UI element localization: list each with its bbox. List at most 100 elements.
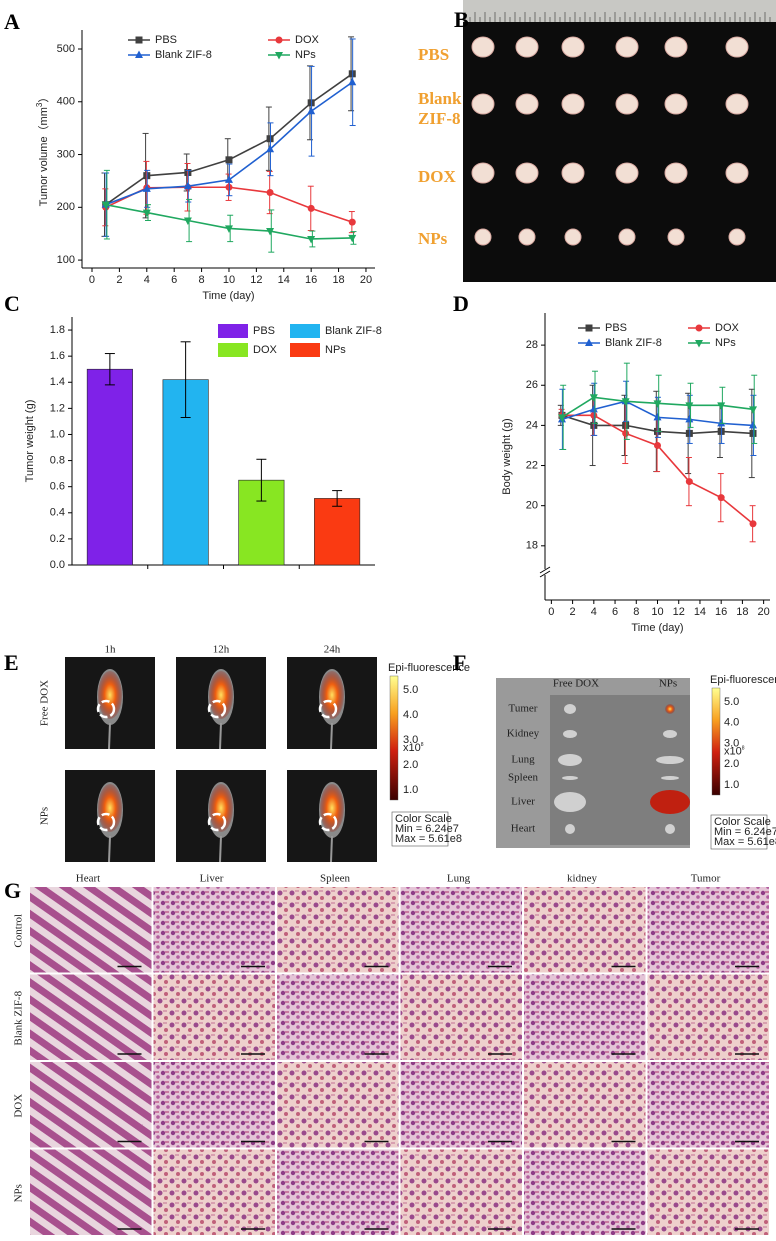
x-tick-label: 2 — [116, 274, 122, 286]
marker — [348, 218, 356, 226]
colorbar — [389, 675, 399, 801]
organ — [562, 776, 578, 780]
colorbar-tick: 5.0 — [403, 684, 418, 696]
x-axis-label: Time (day) — [202, 290, 254, 302]
tumor — [615, 36, 639, 58]
row-label: Blank — [418, 89, 462, 108]
marker — [717, 494, 725, 502]
x-tick-label: 4 — [144, 274, 150, 286]
histology-tile — [400, 974, 522, 1060]
legend-marker — [275, 52, 283, 60]
row-label: DOX — [13, 1094, 25, 1118]
x-tick-label: 20 — [360, 274, 372, 286]
legend-marker — [135, 36, 143, 44]
panel-letter: G — [4, 878, 21, 903]
legend-marker — [275, 36, 283, 44]
legend-swatch — [290, 324, 320, 338]
y-tick-label: 18 — [526, 540, 538, 552]
organ — [554, 792, 586, 812]
marker — [266, 144, 275, 153]
fluorescence — [209, 784, 233, 832]
marker — [621, 398, 630, 406]
histology-tile — [647, 1062, 769, 1148]
colorbar-tick: 5.0 — [724, 696, 739, 708]
histology-tile — [647, 974, 769, 1060]
fluorescence — [320, 784, 344, 832]
legend-marker — [695, 324, 703, 332]
tumor — [515, 36, 539, 58]
tumor — [515, 93, 539, 115]
scale-text: Color Scale — [395, 813, 452, 825]
tumor — [725, 36, 749, 58]
tumor — [664, 162, 688, 184]
y-tick-label: 0.4 — [50, 507, 65, 519]
organ-photo-inner — [550, 695, 690, 845]
y-tick-label: 1.6 — [50, 350, 65, 362]
marker — [183, 181, 192, 190]
histology-tile — [524, 1149, 646, 1235]
histology-tile — [30, 974, 152, 1060]
y-tick-label: 400 — [57, 96, 75, 108]
tumor-marker — [96, 699, 116, 719]
y-tick-label: 24 — [526, 419, 538, 431]
organ-label: Lung — [511, 754, 535, 766]
y-tick-label: 0.2 — [50, 533, 65, 545]
panel-letter: F — [453, 650, 466, 675]
tumor-marker — [207, 699, 227, 719]
x-tick-label: 10 — [651, 606, 663, 618]
row-label: Blank ZIF-8 — [13, 990, 25, 1045]
marker — [348, 234, 357, 243]
histology-tile — [277, 974, 399, 1060]
legend-label: Blank ZIF-8 — [325, 325, 382, 337]
colorbar-tick: 4.0 — [724, 717, 739, 729]
histology-tile — [30, 887, 152, 973]
y-tick-label: 28 — [526, 339, 538, 351]
y-axis-label-part: ） — [37, 92, 50, 103]
mouse-tail — [108, 835, 111, 863]
x-tick-label: 4 — [591, 606, 597, 618]
panel-letter: D — [453, 291, 469, 316]
organ-label: Tumer — [509, 703, 538, 715]
marker — [224, 175, 233, 183]
y-tick-label: 26 — [526, 379, 538, 391]
bar — [314, 498, 361, 566]
colorbar-tick: 3.0 — [403, 734, 418, 746]
panel-letter: E — [4, 650, 19, 675]
row-label: NPs — [39, 807, 51, 825]
legend-label: PBS — [155, 34, 177, 46]
y-axis-label-part: 3 — [35, 102, 44, 107]
mouse-tail — [108, 722, 111, 750]
ruler — [463, 0, 776, 22]
marker — [653, 412, 662, 421]
column-label: kidney — [567, 873, 597, 885]
fluorescence — [98, 784, 122, 832]
row-label: NPs — [13, 1184, 25, 1202]
histology-tile — [524, 974, 646, 1060]
x-tick-label: 0 — [548, 606, 554, 618]
mouse-tail — [219, 835, 222, 863]
marker — [653, 400, 662, 408]
x-tick-label: 20 — [758, 606, 770, 618]
organ — [563, 730, 577, 738]
scale-box — [391, 811, 449, 847]
organ-label: Spleen — [508, 772, 538, 784]
histology-tile — [400, 1149, 522, 1235]
histology-tile — [400, 1062, 522, 1148]
x-tick-label: 12 — [250, 274, 262, 286]
x-tick-label: 0 — [89, 274, 95, 286]
histology-tile — [400, 887, 522, 973]
organ-label: Liver — [511, 796, 535, 808]
legend-marker — [695, 324, 703, 332]
x-tick-label: 18 — [332, 274, 344, 286]
x-tick-label: 18 — [736, 606, 748, 618]
marker — [266, 189, 274, 197]
marker — [717, 402, 726, 410]
y-axis-label-part: Body weight (g) — [501, 418, 513, 494]
marker — [101, 201, 110, 210]
colorbar-unit: x108 — [724, 745, 745, 757]
column-label: Spleen — [320, 873, 350, 885]
legend-swatch — [218, 324, 248, 338]
tumor — [667, 228, 685, 246]
histology-tile — [30, 1062, 152, 1148]
